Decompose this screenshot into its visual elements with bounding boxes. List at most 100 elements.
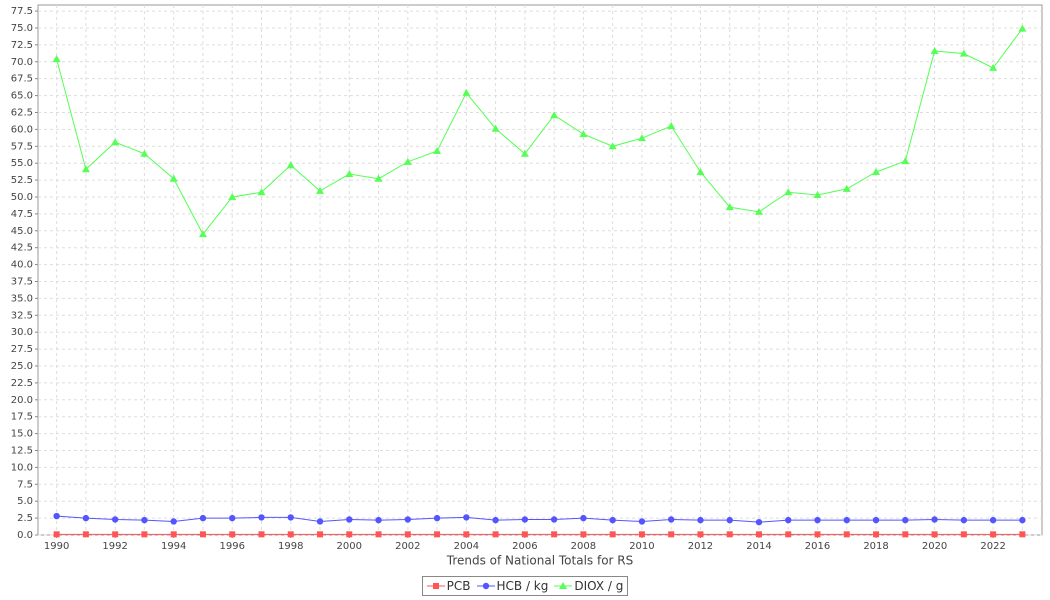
marker (1019, 531, 1026, 538)
marker (346, 516, 353, 523)
marker (482, 582, 489, 590)
marker (140, 149, 149, 157)
marker (404, 516, 412, 523)
marker (287, 514, 294, 521)
marker (492, 516, 499, 524)
x-tick-label: 1990 (44, 541, 69, 552)
x-tick-label: 2022 (980, 541, 1005, 552)
x-tick-label: 2006 (512, 541, 537, 552)
y-tick-label: 22.5 (11, 378, 33, 389)
y-tick-label: 62.5 (11, 107, 33, 118)
marker (52, 55, 61, 63)
marker (433, 514, 441, 522)
marker (520, 149, 529, 157)
marker (930, 46, 939, 54)
marker (755, 518, 763, 526)
marker (609, 531, 616, 538)
marker (550, 516, 558, 523)
marker (317, 531, 324, 538)
y-tick-label: 57.5 (11, 141, 33, 152)
marker (843, 516, 850, 524)
y-tick-label: 10.0 (11, 462, 33, 473)
marker (170, 531, 177, 538)
marker (258, 514, 265, 521)
legend-box: PCB HCB / kg DIOX / g (421, 576, 629, 596)
series-line (56, 515, 1023, 523)
y-tick-label: 75.0 (11, 23, 33, 34)
marker (316, 518, 324, 525)
marker (814, 516, 821, 524)
marker (842, 184, 851, 192)
marker (989, 63, 998, 71)
marker (843, 531, 850, 538)
x-tick-label: 2018 (863, 541, 888, 552)
legend-item: DIOX / g (554, 579, 623, 593)
marker (170, 518, 177, 525)
x-tick-label: 1994 (161, 541, 186, 552)
marker (550, 111, 559, 119)
legend-label: HCB / kg (496, 579, 549, 593)
marker (345, 170, 354, 178)
marker (432, 583, 439, 589)
marker (638, 531, 645, 538)
marker (580, 514, 587, 522)
x-tick-label: 2020 (922, 541, 947, 552)
marker (316, 186, 325, 194)
y-tick-label: 17.5 (11, 412, 33, 423)
marker (725, 203, 734, 211)
x-tick-label: 2004 (454, 541, 479, 552)
y-tick-label: 52.5 (11, 175, 33, 186)
marker (199, 514, 207, 522)
marker (287, 531, 294, 538)
marker (579, 130, 588, 138)
marker (521, 531, 528, 538)
marker (989, 516, 997, 524)
marker (53, 531, 60, 538)
y-tick-label: 70.0 (11, 57, 33, 68)
marker (931, 516, 938, 523)
marker (580, 531, 587, 538)
marker (463, 514, 470, 521)
y-tick-label: 72.5 (11, 40, 33, 51)
y-tick-label: 32.5 (11, 310, 33, 321)
y-tick-label: 47.5 (11, 209, 33, 220)
marker (82, 531, 89, 538)
marker (258, 531, 265, 538)
marker (637, 134, 646, 142)
marker (229, 531, 236, 538)
marker (346, 531, 353, 538)
marker (463, 531, 470, 538)
marker (141, 516, 148, 524)
y-tick-label: 7.5 (17, 479, 33, 490)
marker (785, 516, 792, 524)
marker (434, 531, 441, 538)
marker (667, 516, 675, 523)
marker (813, 190, 822, 198)
marker (462, 88, 471, 96)
marker (872, 516, 880, 524)
marker (902, 531, 909, 538)
x-tick-label: 2016 (805, 541, 830, 552)
marker (433, 147, 442, 155)
x-tick-label: 1998 (278, 541, 303, 552)
marker (492, 531, 499, 538)
marker (1019, 516, 1026, 524)
y-tick-label: 35.0 (11, 293, 33, 304)
y-tick-label: 42.5 (11, 243, 33, 254)
marker (872, 167, 881, 175)
marker (559, 582, 568, 589)
legend-label: DIOX / g (574, 579, 624, 593)
marker (375, 531, 382, 538)
marker (960, 531, 967, 538)
y-tick-label: 12.5 (11, 445, 33, 456)
x-axis-label: Trends of National Totals for RS (446, 554, 633, 568)
y-tick-label: 50.0 (11, 192, 33, 203)
marker (521, 516, 529, 523)
marker (959, 49, 968, 57)
y-tick-label: 27.5 (11, 344, 33, 355)
marker (111, 138, 120, 146)
marker (754, 207, 763, 215)
y-tick-label: 37.5 (11, 276, 33, 287)
legend-icon (426, 583, 445, 589)
